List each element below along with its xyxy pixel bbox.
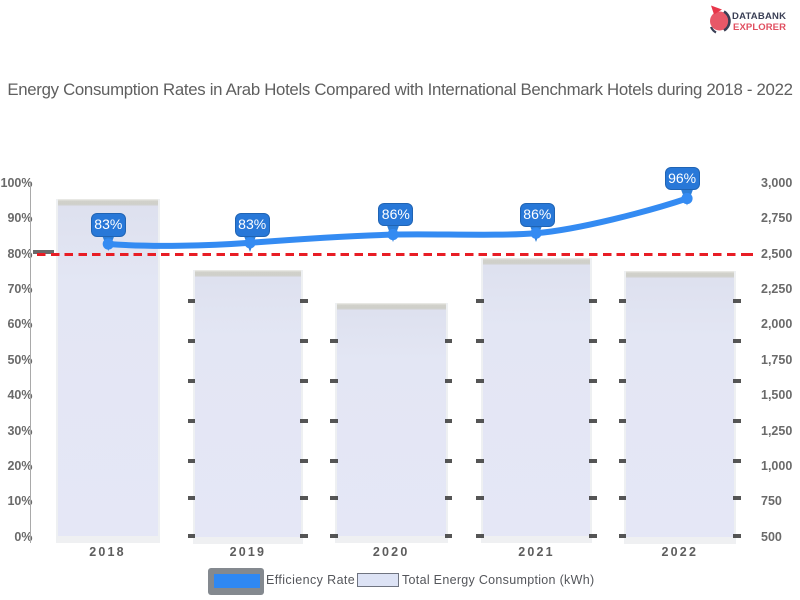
svg-text:EXPLORER: EXPLORER [733, 22, 786, 33]
svg-text:DATABANK: DATABANK [732, 11, 786, 22]
